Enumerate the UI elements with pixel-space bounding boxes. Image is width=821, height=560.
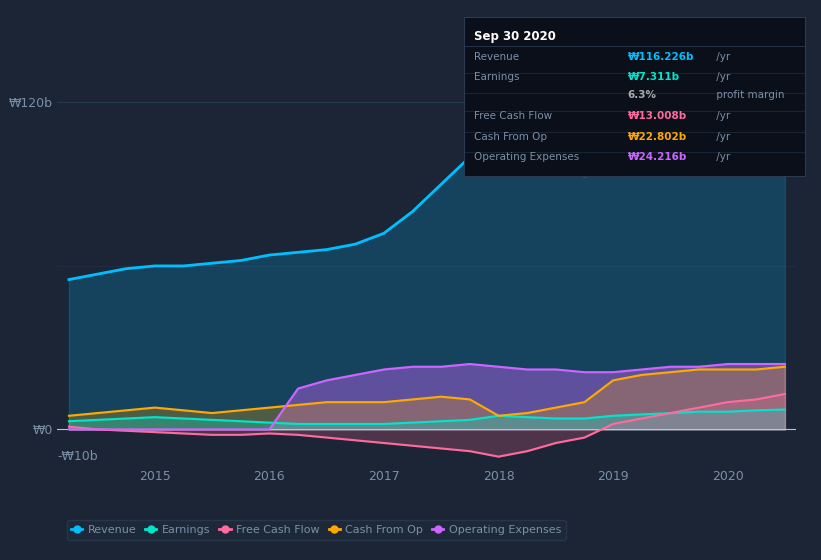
Text: /yr: /yr [713, 52, 730, 62]
Text: /yr: /yr [713, 111, 730, 121]
Text: /yr: /yr [713, 72, 730, 82]
Text: -₩10b: -₩10b [57, 450, 98, 463]
Text: Sep 30 2020: Sep 30 2020 [474, 30, 556, 43]
Text: ₩116.226b: ₩116.226b [627, 52, 694, 62]
Text: ₩7.311b: ₩7.311b [627, 72, 680, 82]
Text: ₩24.216b: ₩24.216b [627, 152, 687, 162]
Text: Revenue: Revenue [474, 52, 519, 62]
Legend: Revenue, Earnings, Free Cash Flow, Cash From Op, Operating Expenses: Revenue, Earnings, Free Cash Flow, Cash … [67, 520, 566, 540]
Text: profit margin: profit margin [713, 90, 784, 100]
Text: ₩22.802b: ₩22.802b [627, 132, 686, 142]
Text: Earnings: Earnings [474, 72, 520, 82]
Text: Cash From Op: Cash From Op [474, 132, 547, 142]
Text: /yr: /yr [713, 132, 730, 142]
Text: Free Cash Flow: Free Cash Flow [474, 111, 553, 121]
Text: /yr: /yr [713, 152, 730, 162]
Text: Operating Expenses: Operating Expenses [474, 152, 580, 162]
Text: ₩13.008b: ₩13.008b [627, 111, 686, 121]
Text: 6.3%: 6.3% [627, 90, 657, 100]
